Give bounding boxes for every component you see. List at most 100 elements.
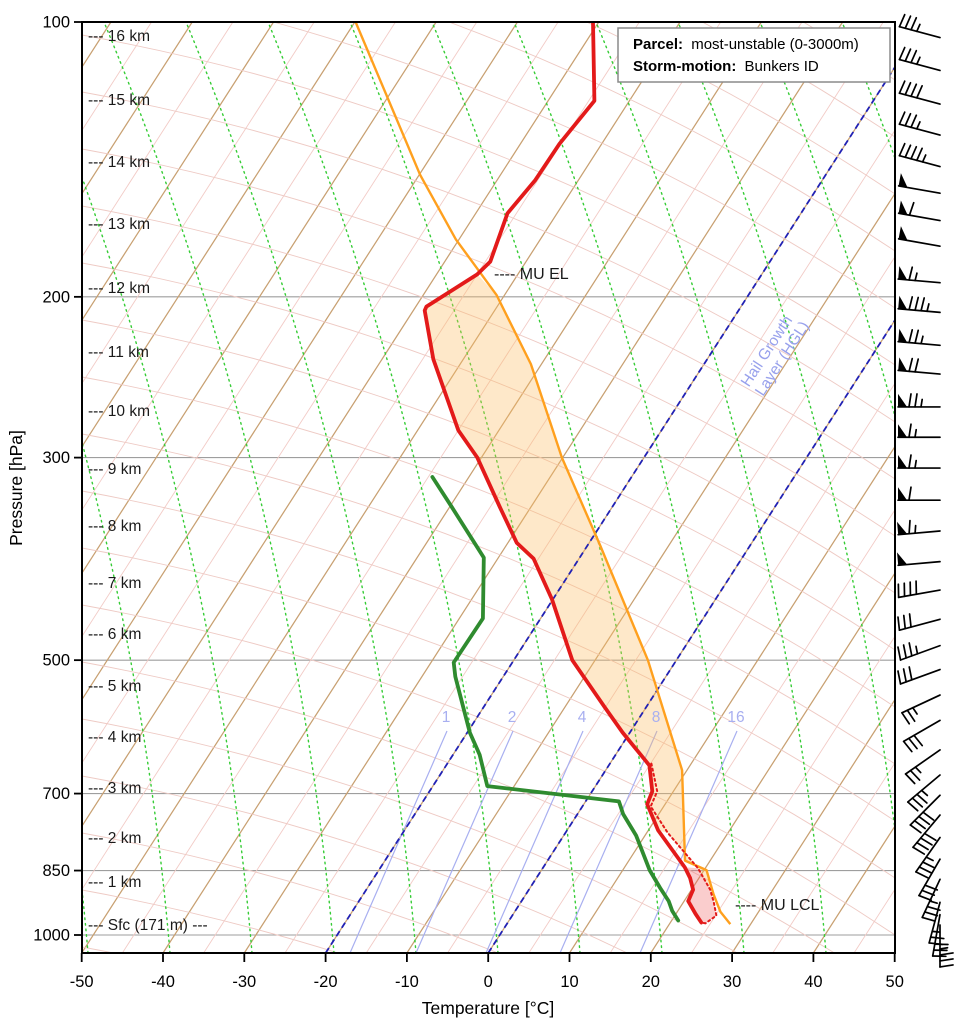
wind-barb <box>906 774 941 812</box>
moist-adiabat-line <box>82 175 253 953</box>
pressure-tick-label: 200 <box>42 288 70 306</box>
wind-barb-full <box>913 819 927 830</box>
dry-adiabat-line <box>82 91 895 423</box>
pressure-tick-label: 850 <box>42 862 70 880</box>
isotherm-line <box>82 22 640 891</box>
wind-barb-full <box>902 668 908 683</box>
wind-barb <box>921 878 941 922</box>
wind-barb-half <box>911 706 918 715</box>
wind-barb <box>898 46 941 72</box>
wind-barb-half <box>914 272 918 282</box>
wind-barb-staff <box>902 719 941 743</box>
wind-barb-full <box>917 815 931 826</box>
wind-barb-full <box>908 393 912 408</box>
mixing-ratio-label: 2 <box>508 709 517 726</box>
height-label: --- 7 km <box>88 575 141 592</box>
dry-adiabat-line <box>82 376 895 708</box>
wind-barb-half <box>920 335 924 345</box>
wind-barb-full <box>906 709 916 723</box>
wind-barb-full <box>898 142 906 157</box>
x-axis-tick-label: -10 <box>395 973 419 991</box>
wind-barb-full <box>914 358 920 373</box>
mixing-ratio-label: 16 <box>727 709 744 726</box>
isotherm-line <box>528 382 895 953</box>
height-label: --- 15 km <box>88 92 150 109</box>
wind-barb-full <box>902 644 908 659</box>
wind-barb-pennant <box>898 226 908 241</box>
wind-barb-half <box>939 946 949 950</box>
x-axis-tick-label: 50 <box>886 973 904 991</box>
wind-barb-pennant <box>898 200 908 215</box>
isotherm-line <box>162 22 762 953</box>
moist-adiabat-line <box>924 22 958 953</box>
wind-barb-half <box>921 154 927 163</box>
wind-barb-staff <box>918 858 941 897</box>
wind-barb-pennant <box>898 295 908 310</box>
wind-barb-full <box>908 613 912 628</box>
wind-barb-full <box>902 614 907 630</box>
wind-barb-staff <box>897 238 941 248</box>
wind-barb <box>912 814 941 855</box>
wind-barb-pennant <box>898 173 908 188</box>
pressure-tick-label: 100 <box>42 14 70 32</box>
wind-barb <box>897 266 941 284</box>
wind-barb-half <box>914 766 922 774</box>
pressure-tick-label: 500 <box>42 652 70 670</box>
height-label: --- 11 km <box>88 344 149 361</box>
wind-barb-full <box>918 894 933 902</box>
mixing-ratio-label: 4 <box>578 709 587 726</box>
moist-adiabat-line <box>677 22 895 836</box>
wind-barb-staff <box>909 794 941 826</box>
wind-barb-full <box>910 145 918 160</box>
wind-barb-full <box>914 329 920 344</box>
wind-barb-staff <box>897 278 941 284</box>
wind-barb-staff <box>904 749 941 775</box>
mixing-ratio-line <box>349 730 448 953</box>
wind-barb-pennant <box>898 424 907 438</box>
isotherm-line <box>650 571 895 953</box>
legend-frame <box>617 27 891 83</box>
parcel-profile-line <box>354 22 732 925</box>
isotherm-line <box>203 22 803 953</box>
wind-barb-full <box>904 81 912 96</box>
svg-text:Parcel: most-unstable (0: Parcel: most-unstable (0-3000m) <box>633 36 859 53</box>
wind-barb-staff <box>899 668 941 685</box>
wind-barb-full <box>916 841 929 851</box>
wind-barb-half <box>915 23 921 33</box>
x-axis-tick-label: 20 <box>642 973 660 991</box>
wind-barb-full <box>911 797 924 808</box>
height-label: --- 8 km <box>88 518 141 535</box>
moist-adiabat-line <box>759 22 895 419</box>
isotherm-line <box>365 129 895 953</box>
cape-shaded-region <box>424 274 714 895</box>
height-label: --- 5 km <box>88 678 141 695</box>
x-axis-tick-label: -30 <box>232 973 256 991</box>
x-axis-tick-label: 10 <box>560 973 578 991</box>
wind-barb-full <box>904 15 912 30</box>
wind-barb <box>898 142 941 168</box>
wind-barb-full <box>904 112 912 127</box>
wind-barb-staff <box>898 58 941 72</box>
legend-storm-label: Storm-motion: <box>633 58 736 75</box>
wind-barb <box>897 226 941 248</box>
wind-barb-full <box>908 642 913 657</box>
wind-barb <box>897 613 941 631</box>
height-label: --- 4 km <box>88 729 141 746</box>
wind-barb-pennant <box>898 393 907 407</box>
wind-barb-full <box>914 393 918 408</box>
dry-adiabat-line <box>82 34 895 366</box>
wind-barb <box>897 393 941 408</box>
wind-barb-full <box>908 328 914 344</box>
wind-barb-full <box>939 952 954 956</box>
y-axis-title: Pressure [hPa] <box>6 430 26 546</box>
moist-adiabat-line <box>431 22 663 953</box>
dry-adiabat-line <box>82 490 895 822</box>
wind-barb <box>897 173 941 195</box>
wind-barb-full <box>908 423 912 439</box>
virtual-temperature-line <box>649 762 718 925</box>
wind-barb-full <box>909 824 922 834</box>
isotherm-line <box>772 761 895 953</box>
wind-barb-full <box>939 958 954 962</box>
mu-lcl-label: ---- MU LCL <box>735 897 820 914</box>
wind-barb <box>897 357 941 375</box>
